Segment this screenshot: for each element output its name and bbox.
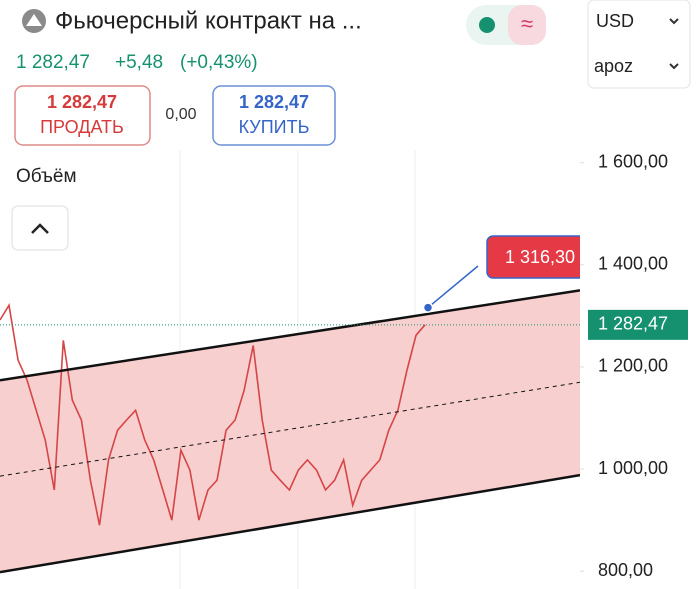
chevron	[669, 63, 679, 70]
y-tick-label: 1 600,00	[598, 152, 668, 172]
channel-middle	[0, 381, 580, 477]
sell-button[interactable]	[14, 85, 151, 146]
price-tag	[588, 309, 688, 340]
y-tick-label: 1 200,00	[598, 356, 668, 376]
annotation-leader	[427, 265, 479, 309]
icon-glyph	[26, 14, 42, 26]
channel-lower	[0, 473, 580, 574]
volume-label: Объём	[16, 166, 77, 187]
y-tick-label: 1 400,00	[598, 254, 668, 274]
annotation: 1 316,30	[486, 235, 580, 279]
status-dot	[479, 17, 495, 33]
toggle-right[interactable]	[508, 5, 546, 45]
chart	[0, 150, 580, 589]
annotation-label: 1 316,30	[505, 247, 575, 267]
sell-label: ПРОДАТЬ	[40, 117, 124, 137]
title: Фьючерсный контракт на ...	[55, 7, 362, 34]
sell-price: 1 282,47	[47, 92, 117, 112]
price-tag-label: 1 282,47	[598, 314, 668, 334]
chevron-up	[31, 223, 49, 234]
buy-price: 1 282,47	[239, 92, 309, 112]
timeframe-select[interactable]: apoz	[594, 56, 633, 76]
y-tick-label: 800,00	[598, 560, 653, 580]
quote-change-pct: (+0,43%)	[180, 52, 258, 73]
quote-change: +5,48	[115, 52, 163, 73]
currency-select[interactable]: USD	[596, 11, 634, 31]
y-tick-label: 1 000,00	[598, 458, 668, 478]
channel-fill	[0, 290, 580, 573]
buy-label: КУПИТЬ	[239, 117, 310, 137]
selectors	[587, 0, 691, 89]
collapse-button[interactable]	[11, 205, 69, 251]
quote-price: 1 282,47	[16, 52, 90, 73]
spread: 0,00	[165, 106, 196, 123]
wave-icon: ≈	[521, 11, 533, 36]
channel-upper	[0, 289, 580, 382]
buy-button[interactable]	[212, 85, 336, 146]
chevron	[669, 18, 679, 25]
price-line	[0, 302, 426, 526]
annotation-point	[422, 302, 434, 313]
annotation-box	[486, 235, 580, 279]
price-axis: 800,00 1 000,00 1 200,00 1 400,00 1 600,00 1 …	[580, 152, 688, 580]
